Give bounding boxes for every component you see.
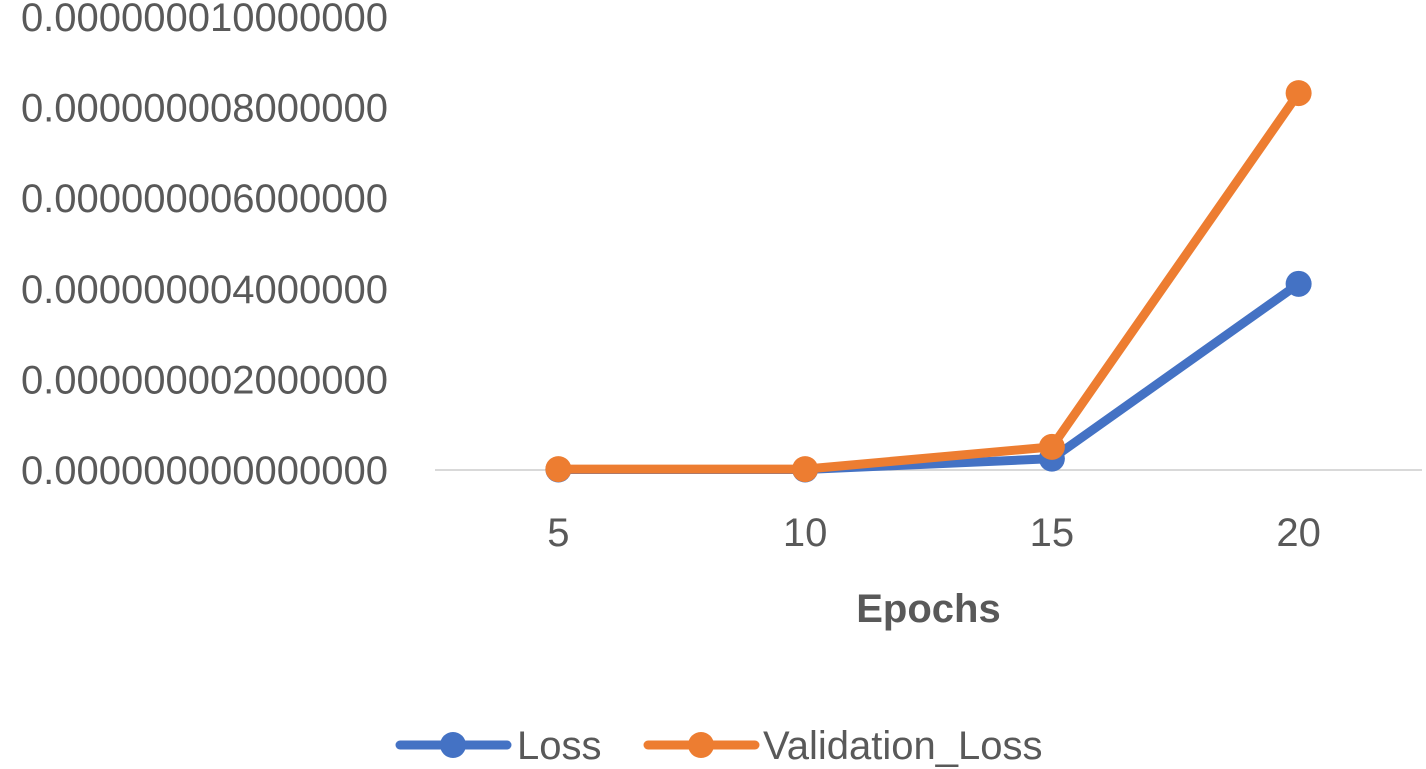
legend-label: Validation_Loss	[763, 724, 1042, 768]
legend-label: Loss	[517, 724, 602, 768]
x-axis-tick-labels: 5 10 15 20	[547, 511, 1321, 555]
series-line	[553, 279, 1304, 475]
x-axis-title: Epochs	[856, 587, 1000, 631]
legend: Loss Validation_Loss	[395, 724, 1042, 768]
data-point	[1038, 433, 1065, 460]
x-tick-label: 10	[783, 511, 828, 555]
legend-item: Loss	[395, 724, 602, 768]
y-tick-label: 0.000000008000000	[21, 87, 388, 131]
y-tick-label: 0.000000004000000	[21, 268, 388, 312]
y-tick-label: 0.000000010000000	[21, 0, 388, 40]
series-loss	[545, 270, 1312, 483]
y-tick-label: 0.000000002000000	[21, 358, 388, 402]
legend-marker-swatch	[440, 732, 466, 758]
data-point	[545, 456, 572, 483]
legend-marker-swatch	[688, 732, 714, 758]
y-tick-label: 0.000000006000000	[21, 177, 388, 221]
data-point	[792, 456, 819, 483]
series-line	[553, 88, 1304, 474]
x-tick-label: 20	[1276, 511, 1321, 555]
series-layer	[545, 80, 1312, 483]
data-point	[1285, 80, 1312, 107]
y-tick-label: 0.000000000000000	[21, 449, 388, 493]
series-validation-loss	[545, 80, 1312, 483]
data-point	[1285, 270, 1312, 297]
legend-item: Validation_Loss	[643, 724, 1042, 768]
x-tick-label: 15	[1030, 511, 1075, 555]
y-axis-tick-labels: 0.000000000000000 0.000000002000000 0.0000…	[21, 0, 388, 493]
x-tick-label: 5	[547, 511, 569, 555]
